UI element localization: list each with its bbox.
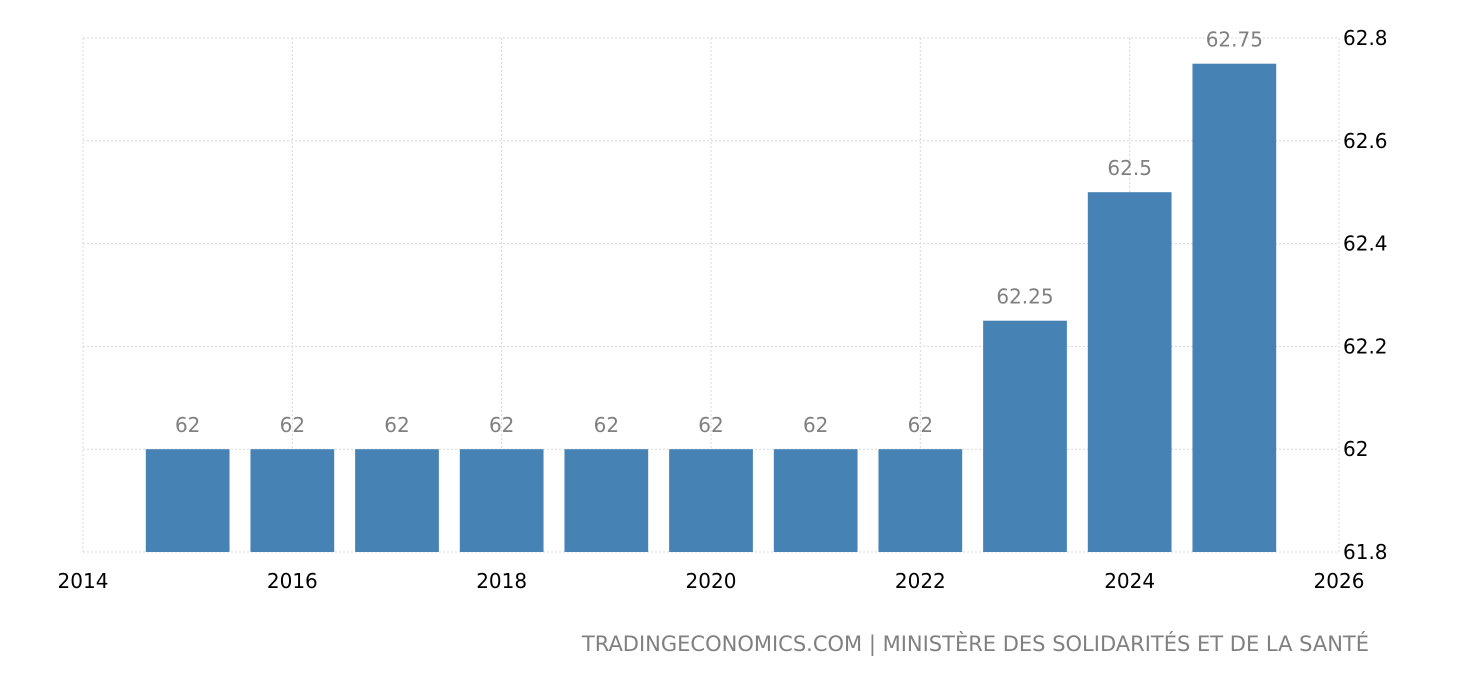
x-tick-label: 2022	[895, 569, 946, 593]
bar-2019	[564, 449, 649, 552]
bar-2022	[878, 449, 963, 552]
data-label-2020: 62	[698, 413, 723, 437]
bar-2025	[1192, 63, 1277, 552]
x-tick-label: 2026	[1314, 569, 1365, 593]
x-tick-label: 2014	[58, 569, 109, 593]
data-label-2023: 62.25	[996, 285, 1053, 309]
bar-2015	[145, 449, 230, 552]
bar-2017	[355, 449, 439, 552]
y-tick-label: 62.6	[1343, 129, 1388, 153]
bar-2023	[983, 320, 1067, 552]
x-tick-label: 2018	[476, 569, 527, 593]
bar-2018	[459, 449, 544, 552]
data-label-2016: 62	[280, 413, 305, 437]
data-labels: 62 62 62 62 62 62 62 62 62.25 62.5 62.75	[175, 28, 1263, 438]
data-label-2019: 62	[594, 413, 619, 437]
bar-2020	[669, 449, 753, 552]
bar-2024	[1087, 192, 1172, 552]
data-label-2024: 62.5	[1107, 156, 1152, 180]
data-label-2017: 62	[384, 413, 409, 437]
y-tick-label: 62	[1343, 437, 1368, 461]
x-tick-label: 2016	[267, 569, 318, 593]
data-label-2018: 62	[489, 413, 514, 437]
x-tick-label: 2020	[686, 569, 737, 593]
source-credit: TRADINGECONOMICS.COM | MINISTÈRE DES SOL…	[581, 631, 1369, 657]
x-tick-label: 2024	[1104, 569, 1155, 593]
bar-2016	[250, 449, 335, 552]
x-axis-ticks: 2014 2016 2018 2020 2022 2024 2026	[58, 569, 1365, 593]
y-tick-label: 62.2	[1343, 334, 1388, 358]
y-tick-label: 62.8	[1343, 26, 1388, 50]
data-label-2022: 62	[908, 413, 933, 437]
data-label-2021: 62	[803, 413, 828, 437]
y-tick-label: 61.8	[1343, 540, 1388, 564]
y-tick-label: 62.4	[1343, 232, 1388, 256]
data-label-2025: 62.75	[1206, 28, 1263, 52]
y-axis-ticks: 61.8 62 62.2 62.4 62.6 62.8	[1343, 26, 1388, 564]
bar-2021	[773, 449, 858, 552]
bars	[145, 63, 1277, 552]
data-label-2015: 62	[175, 413, 200, 437]
